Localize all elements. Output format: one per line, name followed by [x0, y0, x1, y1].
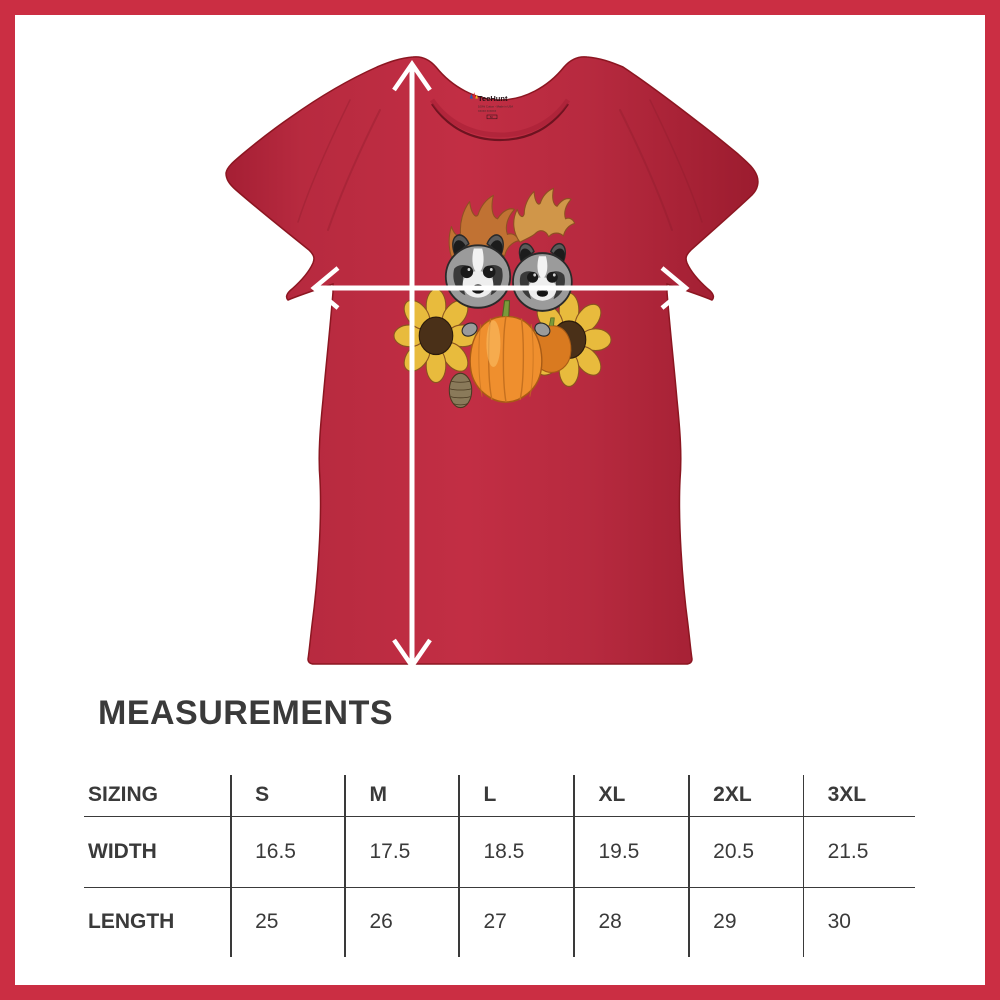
svg-text:XXXXX XXXXXX: XXXXX XXXXXX [478, 110, 497, 113]
svg-text:TeeHunt: TeeHunt [478, 94, 508, 103]
svg-text:100% Cotton - Made in USA: 100% Cotton - Made in USA [478, 105, 513, 109]
